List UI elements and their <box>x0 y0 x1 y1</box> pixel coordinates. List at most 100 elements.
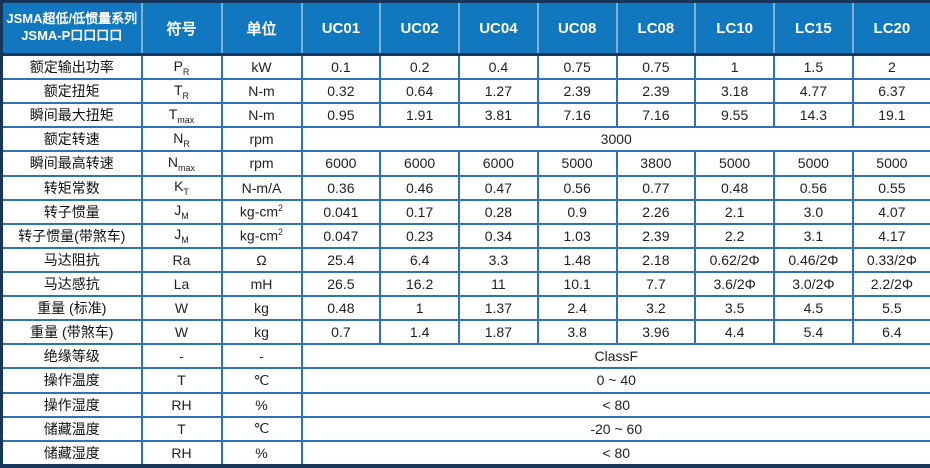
cell-value: 1.87 <box>458 319 539 346</box>
cell-value: 19.1 <box>851 102 930 129</box>
cell-value: 1.5 <box>773 53 854 81</box>
row-label: 操作湿度 <box>0 391 143 418</box>
cell-value: 6000 <box>458 150 539 177</box>
row-unit: - <box>220 343 303 370</box>
cell-value: 4.77 <box>773 78 854 105</box>
cell-value: 1.91 <box>379 102 460 129</box>
row-label: 绝缘等级 <box>0 343 143 370</box>
cell-value: 2.4 <box>536 295 618 322</box>
cell-value: 0.55 <box>851 174 930 201</box>
cell-value: 2 <box>851 53 930 81</box>
table-row-weight-brake: 重量 (带煞车) W kg 0.7 1.4 1.87 3.8 3.96 4.4 … <box>0 319 930 346</box>
cell-value: 25.4 <box>300 246 382 273</box>
table-title-line2: JSMA-P口口口口 <box>21 28 123 43</box>
row-label: 重量 (标准) <box>0 295 143 322</box>
cell-value: 0.62/2Φ <box>694 246 775 273</box>
table-title-line1: JSMA超低/低惯量系列 <box>6 11 138 27</box>
cell-value: 3.3 <box>458 246 539 273</box>
cell-value: 1 <box>379 295 460 322</box>
row-symbol: NR <box>140 126 223 153</box>
table-row-operating-humidity: 操作湿度 RH % < 80 <box>0 391 930 418</box>
cell-value: 1 <box>694 53 775 81</box>
cell-value: 0.46 <box>379 174 460 201</box>
col-header-model-uc04: UC04 <box>458 0 539 56</box>
cell-value: 0.47 <box>458 174 539 201</box>
row-label: 瞬间最高转速 <box>0 150 143 177</box>
cell-value: 3.6/2Φ <box>694 270 775 298</box>
row-unit: Ω <box>220 246 303 273</box>
row-unit: % <box>220 391 303 418</box>
cell-value: 7.7 <box>615 270 697 298</box>
cell-value: 0.56 <box>536 174 618 201</box>
row-label: 转矩常数 <box>0 174 143 201</box>
row-symbol: T <box>140 367 223 394</box>
row-unit: kg <box>220 295 303 322</box>
cell-value: 0.75 <box>536 53 618 81</box>
cell-value: 0.64 <box>379 78 460 105</box>
col-header-symbol: 符号 <box>140 0 223 56</box>
col-header-model-lc20: LC20 <box>851 0 930 56</box>
cell-value: 0.9 <box>536 198 618 225</box>
cell-value: 0.48 <box>694 174 775 201</box>
row-unit: rpm <box>220 150 303 177</box>
row-unit: ℃ <box>220 415 303 442</box>
cell-value: 0.2 <box>379 53 460 81</box>
row-label: 瞬间最大扭矩 <box>0 102 143 129</box>
cell-value: 0.77 <box>615 174 697 201</box>
col-header-unit: 单位 <box>220 0 303 56</box>
cell-value: 3.0/2Φ <box>773 270 854 298</box>
row-label: 马达感抗 <box>0 270 143 298</box>
cell-value: 0.28 <box>458 198 539 225</box>
row-label: 重量 (带煞车) <box>0 319 143 346</box>
cell-value: 1.48 <box>536 246 618 273</box>
cell-value: 0.48 <box>300 295 382 322</box>
cell-value: 4.17 <box>851 222 930 249</box>
cell-value: 5.5 <box>851 295 930 322</box>
row-unit: N-m/A <box>220 174 303 201</box>
table-row-rated-torque: 额定扭矩 TR N-m 0.32 0.64 1.27 2.39 2.39 3.1… <box>0 78 930 105</box>
cell-value: 26.5 <box>300 270 382 298</box>
cell-value: 3.2 <box>615 295 697 322</box>
cell-value-span: 3000 <box>300 126 930 153</box>
cell-value: 0.33/2Φ <box>851 246 930 273</box>
cell-value: 0.041 <box>300 198 382 225</box>
cell-value: 0.17 <box>379 198 460 225</box>
cell-value: 6.37 <box>851 78 930 105</box>
table-row-rotor-inertia: 转子惯量 JM kg-cm2 0.041 0.17 0.28 0.9 2.26 … <box>0 198 930 225</box>
cell-value: 3.18 <box>694 78 775 105</box>
cell-value: 0.34 <box>458 222 539 249</box>
cell-value: 0.047 <box>300 222 382 249</box>
row-label: 操作温度 <box>0 367 143 394</box>
row-symbol: - <box>140 343 223 370</box>
cell-value: 0.1 <box>300 53 382 81</box>
row-label: 转子惯量(带煞车) <box>0 222 143 249</box>
table-header-row: JSMA超低/低惯量系列 JSMA-P口口口口 符号 单位 UC01 UC02 … <box>0 0 930 56</box>
cell-value: 6.4 <box>851 319 930 346</box>
cell-value: 5.4 <box>773 319 854 346</box>
row-symbol: Ra <box>140 246 223 273</box>
row-symbol: TR <box>140 78 223 105</box>
cell-value: 3.5 <box>694 295 775 322</box>
row-symbol: KT <box>140 174 223 201</box>
cell-value: 3.1 <box>773 222 854 249</box>
row-symbol: La <box>140 270 223 298</box>
col-header-model-lc10: LC10 <box>694 0 775 56</box>
table-row-motor-resistance: 马达阻抗 Ra Ω 25.4 6.4 3.3 1.48 2.18 0.62/2Φ… <box>0 246 930 273</box>
row-label: 额定输出功率 <box>0 53 143 81</box>
cell-value: 9.55 <box>694 102 775 129</box>
row-label: 马达阻抗 <box>0 246 143 273</box>
cell-value: 3800 <box>615 150 697 177</box>
cell-value: 1.37 <box>458 295 539 322</box>
cell-value: 2.18 <box>615 246 697 273</box>
table-title: JSMA超低/低惯量系列 JSMA-P口口口口 <box>0 0 143 56</box>
row-label: 储藏温度 <box>0 415 143 442</box>
cell-value: 5000 <box>773 150 854 177</box>
cell-value: 3.8 <box>536 319 618 346</box>
cell-value: 2.1 <box>694 198 775 225</box>
cell-value: 2.2 <box>694 222 775 249</box>
row-label: 额定转速 <box>0 126 143 153</box>
cell-value: 10.1 <box>536 270 618 298</box>
cell-value-span: -20 ~ 60 <box>300 415 930 442</box>
